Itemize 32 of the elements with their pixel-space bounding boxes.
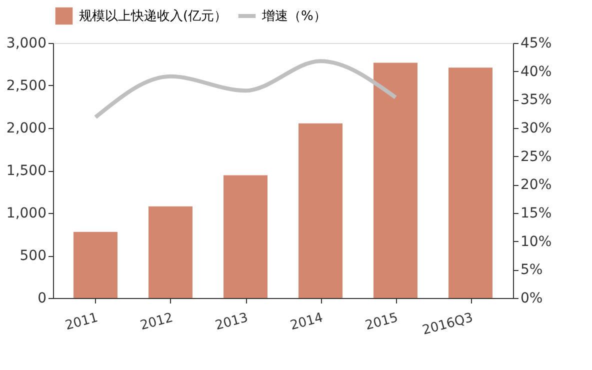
x-tick-label: 2014 — [288, 310, 325, 334]
y2-tick-label: 5% — [520, 262, 543, 278]
x-tick-label: 2011 — [64, 310, 100, 334]
y2-tick-label: 20% — [520, 177, 552, 194]
x-tick-label: 2013 — [214, 310, 250, 334]
y2-tick-label: 45% — [520, 36, 552, 52]
y-tick-label: 2,500 — [6, 78, 46, 94]
y-tick-label: 1,500 — [6, 163, 46, 179]
y2-tick-label: 35% — [520, 92, 552, 108]
bar — [374, 62, 418, 298]
y-tick-label: 1,000 — [6, 206, 46, 222]
legend-label: 规模以上快递收入(亿元） — [79, 9, 228, 24]
y2-tick-label: 0% — [520, 290, 543, 306]
x-tick-label: 2012 — [138, 310, 175, 334]
bar — [148, 206, 192, 298]
y-tick-label: 2,000 — [6, 120, 46, 136]
y-tick-label: 500 — [20, 248, 46, 264]
line-series — [94, 59, 398, 120]
bar — [224, 175, 268, 298]
bar — [74, 232, 118, 298]
y2-tick-label: 15% — [520, 206, 552, 222]
x-tick-label: 2016Q3 — [420, 310, 475, 338]
y2-tick-label: 10% — [520, 234, 552, 250]
y2-tick-label: 25% — [520, 148, 552, 165]
legend-label: 增速（%） — [261, 9, 326, 24]
x-tick-label: 2015 — [364, 310, 400, 334]
y-tick-label: 3,000 — [6, 36, 46, 52]
y-tick-label: 0 — [38, 290, 46, 306]
bar — [448, 68, 492, 298]
y2-tick-label: 40% — [520, 64, 552, 80]
y2-tick-label: 30% — [520, 120, 552, 136]
bar — [298, 123, 342, 298]
